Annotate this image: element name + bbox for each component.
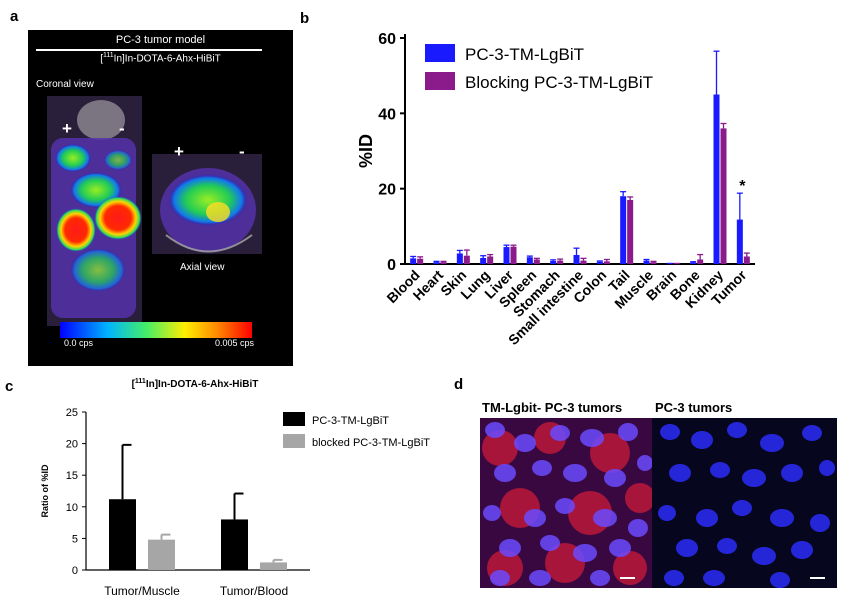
bar-blocking-tumor	[743, 256, 750, 264]
bar-blocking-tail	[627, 199, 634, 264]
bar-tm-lgbit-spleen	[526, 257, 533, 264]
bar-tm-lgbit-muscle	[643, 260, 650, 264]
bar-tm-lgbit-stomach	[550, 260, 557, 264]
coronal-kidney-right-signal	[94, 196, 142, 240]
ratio-chart-title: [111In]In-DOTA-6-Ahx-HiBiT	[132, 378, 259, 390]
microscopy-tm-lgbit-tumor	[480, 418, 652, 588]
axial-hotspot	[206, 202, 230, 222]
panel-c-letter: c	[5, 378, 14, 395]
panel-a-imaging: PC-3 tumor model [111In]In-DOTA-6-Ahx-Hi…	[28, 30, 293, 366]
y-tick-label: 40	[378, 106, 396, 123]
panel-d-letter: d	[454, 376, 464, 393]
axial-bed-outline	[165, 234, 253, 253]
bar-tm-lgbit-liver	[503, 247, 510, 264]
bar-blocking-kidney	[720, 128, 727, 264]
panel-a-tracer: [111In]In-DOTA-6-Ahx-HiBiT	[100, 52, 221, 65]
panel-a-letter: a	[10, 8, 19, 25]
bar-blocking-skin	[463, 255, 470, 264]
bar-blocked-tumor-muscle	[148, 539, 175, 570]
axial-minus-mark: -	[239, 142, 245, 161]
y-tick-label: 15	[66, 470, 78, 482]
panel-b-letter: b	[300, 10, 310, 27]
colour-scale-bar	[60, 322, 252, 338]
y-tick-label: 10	[66, 502, 78, 514]
bar-blocked-tumor-blood	[260, 562, 287, 570]
legend-swatch	[425, 72, 455, 90]
bar-tm-lgbit-tumor-muscle	[109, 499, 136, 570]
bar-blocking-bone	[697, 259, 704, 264]
y-tick-label: 25	[66, 407, 78, 419]
panel-d-left-label: TM-Lgbit- PC-3 tumors	[482, 400, 623, 415]
axial-view-label: Axial view	[180, 262, 225, 273]
legend-swatch	[425, 44, 455, 62]
bar-blocking-colon	[603, 261, 610, 264]
bar-tm-lgbit-lung	[480, 257, 487, 264]
x-tick-label: Tumor/Blood	[220, 584, 288, 598]
bar-blocking-small-intestine	[580, 260, 587, 264]
colour-scale-min: 0.0 cps	[64, 338, 94, 348]
microscopy-pc3-tumor	[652, 418, 837, 588]
panel-a-title-rule	[36, 49, 262, 51]
legend-label: blocked PC-3-TM-LgBiT	[312, 437, 430, 449]
ratio-chart: [111In]In-DOTA-6-Ahx-HiBiT 0 5 10 15 20 25 Rati…	[40, 378, 430, 598]
bar-blocking-muscle	[650, 262, 657, 264]
bar-blocking-lung	[487, 256, 494, 264]
bar-blocking-spleen	[533, 259, 540, 264]
bar-tm-lgbit-bone	[690, 262, 697, 264]
axial-plus-mark: +	[174, 142, 184, 161]
coronal-view-label: Coronal view	[36, 79, 94, 90]
microscopy-right-image	[652, 418, 837, 588]
coronal-skull	[77, 100, 125, 140]
bar-tm-lgbit-tumor-blood	[221, 519, 248, 570]
bar-tm-lgbit-tail	[620, 196, 627, 264]
legend-swatch	[283, 434, 305, 448]
legend-label: PC-3-TM-LgBiT	[465, 45, 584, 64]
microscopy-left-image	[480, 418, 652, 588]
panel-d-right-label: PC-3 tumors	[655, 400, 733, 415]
y-tick-label: 0	[72, 565, 78, 577]
bar-tm-lgbit-heart	[433, 262, 440, 264]
coronal-plus-mark: +	[62, 119, 72, 138]
bar-blocking-blood	[417, 258, 424, 264]
y-tick-label: 0	[387, 257, 396, 274]
legend-label: PC-3-TM-LgBiT	[312, 415, 389, 427]
bar-tm-lgbit-small-intestine	[573, 254, 580, 264]
y-tick-label: 60	[378, 31, 396, 48]
coronal-minus-mark: -	[119, 119, 125, 138]
y-tick-label: 20	[378, 182, 396, 199]
colour-scale-max: 0.005 cps	[215, 338, 255, 348]
legend-swatch	[283, 412, 305, 426]
biodistribution-chart: 0204060%IDBloodHeartSkinLungLiverSpleenS…	[356, 31, 755, 348]
y-tick-label: 20	[66, 439, 78, 451]
bar-blocking-liver	[510, 246, 517, 264]
panel-a-model-title: PC-3 tumor model	[115, 34, 206, 46]
bar-tm-lgbit-skin	[456, 253, 463, 264]
coronal-tumor-left-signal	[55, 144, 91, 172]
coronal-lower-signal	[70, 248, 126, 292]
y-axis-label: %ID	[356, 134, 376, 168]
bar-blocking-stomach	[557, 260, 564, 264]
bar-tm-lgbit-kidney	[713, 94, 720, 264]
scan-images	[47, 96, 262, 338]
coronal-kidney-left-signal	[56, 208, 96, 252]
bar-tm-lgbit-tumor	[736, 219, 743, 264]
bar-blocking-heart	[440, 262, 447, 264]
bar-tm-lgbit-blood	[410, 258, 417, 264]
coronal-tumor-right-signal	[104, 150, 132, 170]
y-axis-label: Ratio of %ID	[40, 464, 50, 517]
legend-label: Blocking PC-3-TM-LgBiT	[465, 73, 653, 92]
significance-marker: *	[739, 178, 746, 195]
bar-tm-lgbit-colon	[596, 261, 603, 264]
y-tick-label: 5	[72, 533, 78, 545]
x-tick-label: Tumor/Muscle	[104, 584, 180, 598]
